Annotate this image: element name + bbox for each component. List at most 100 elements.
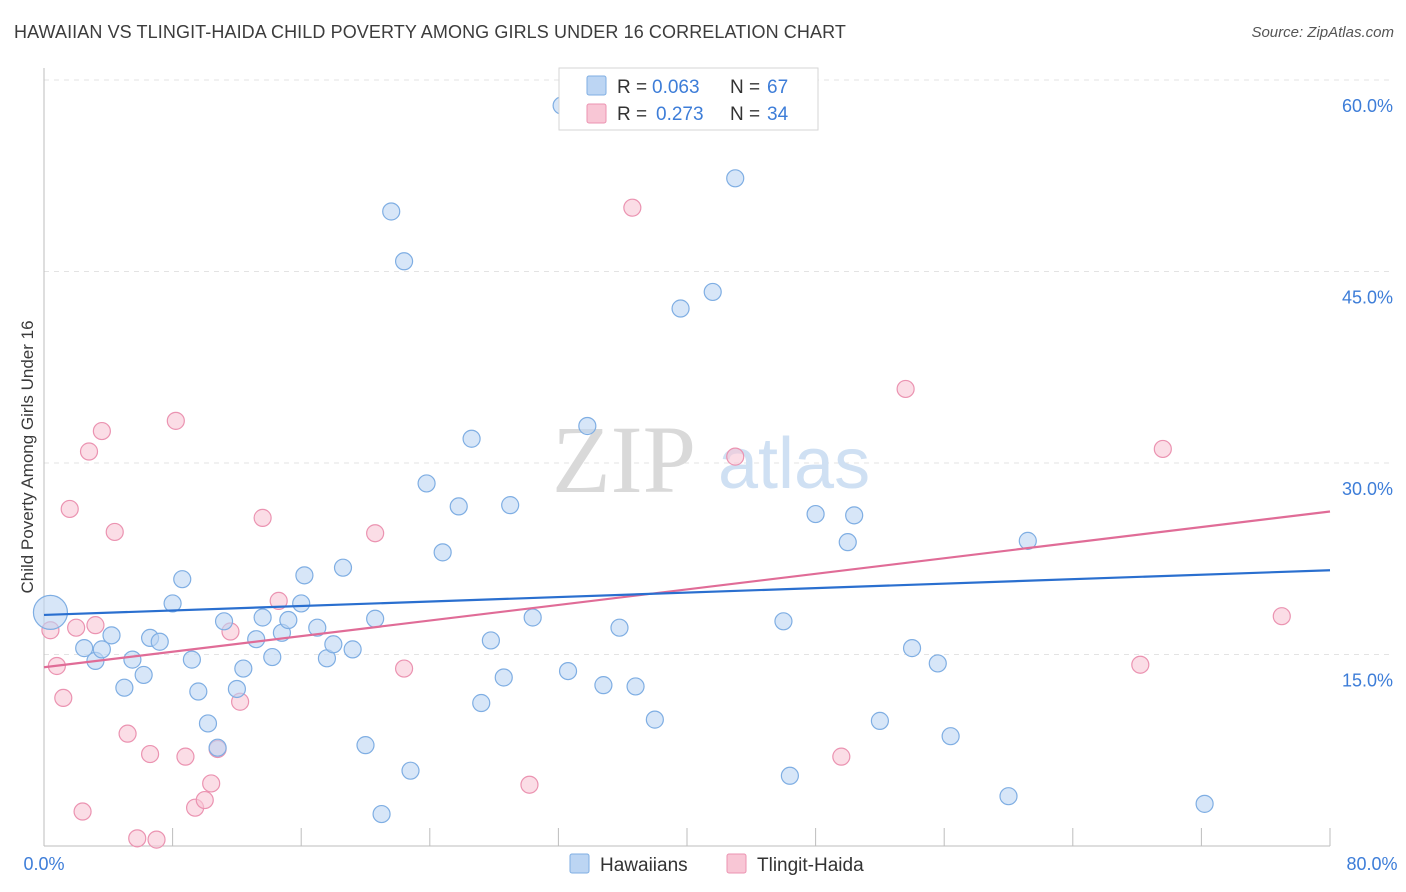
hawaiians-point — [494, 668, 513, 687]
tlingit-haida-point — [67, 618, 86, 637]
legend-n-label-tlingit-haida: N = — [730, 104, 760, 125]
hawaiians-point — [343, 640, 362, 659]
hawaiians-point — [75, 639, 94, 658]
hawaiians-point — [941, 727, 960, 746]
tlingit-haida-point — [60, 499, 79, 519]
legend-r-label-hawaiians: R = — [617, 77, 647, 98]
hawaiians-point — [308, 618, 327, 637]
hawaiians-point — [214, 612, 234, 631]
legend-n-label-hawaiians: N = — [730, 77, 760, 98]
hawaiians-point — [523, 608, 542, 627]
hawaiians-point — [401, 761, 420, 780]
legend-n-value-hawaiians: 67 — [767, 77, 788, 98]
hawaiians-point — [247, 630, 266, 649]
tlingit-haida-point — [54, 688, 73, 708]
tlingit-haida-point — [253, 508, 272, 527]
tlingit-haida-point — [366, 524, 385, 543]
hawaiians-point — [234, 659, 253, 678]
tlingit-haida-point — [128, 829, 147, 848]
hawaiians-point — [356, 736, 375, 755]
hawaiians-point — [372, 804, 391, 824]
trend-lines — [43, 510, 1331, 669]
legend-r-value-hawaiians: 0.063 — [652, 77, 700, 98]
hawaiians-point — [845, 506, 864, 525]
legend-r-label-tlingit-haida: R = — [617, 104, 647, 125]
hawaiians-point — [501, 496, 520, 515]
source-label: Source: ZipAtlas.com — [1251, 24, 1394, 41]
watermark-zip: ZIP — [552, 406, 696, 513]
hawaiians-point — [928, 654, 947, 673]
y-tick-label: 30.0% — [1342, 479, 1393, 499]
y-tick-label: 15.0% — [1342, 671, 1393, 691]
hawaiians-point — [472, 693, 491, 713]
x-tick-label-max: 80.0% — [1346, 854, 1397, 874]
hawaiians-point — [645, 710, 664, 729]
hawaiians-point — [671, 299, 690, 318]
watermark-atlas: atlas — [718, 424, 870, 504]
series-legend: Hawaiians Tlingit-Haida — [569, 853, 864, 876]
x-tick-label-min: 0.0% — [23, 854, 64, 874]
hawaiians-point — [150, 632, 169, 651]
tlingit-haida-point — [73, 802, 92, 821]
hawaiians-point — [92, 640, 111, 659]
hawaiians-point — [999, 787, 1018, 806]
hawaiians-point — [102, 626, 121, 645]
y-tick-label: 60.0% — [1342, 96, 1393, 116]
tlingit-haida-point — [166, 411, 185, 430]
hawaiians-points — [32, 96, 1214, 824]
hawaiians-point — [134, 665, 153, 685]
tlingit-haida-point — [79, 442, 99, 461]
tlingit-haida-point — [176, 747, 195, 766]
chart-title: HAWAIIAN VS TLINGIT-HAIDA CHILD POVERTY … — [14, 22, 846, 42]
hawaiians-point — [173, 570, 192, 589]
hawaiians-point — [394, 252, 414, 271]
hawaiians-point — [333, 558, 353, 577]
tlingit-haida-point — [140, 744, 160, 764]
bottom-legend-label-tlingit-haida: Tlingit-Haida — [757, 855, 864, 876]
hawaiians-point — [838, 533, 857, 552]
hawaiians-point — [123, 650, 142, 669]
hawaiians-point — [366, 609, 385, 628]
hawaiians-point — [558, 661, 578, 681]
hawaiians-point — [32, 594, 69, 630]
hawaiians-point — [295, 566, 314, 585]
tlingit-haida-point — [520, 775, 539, 794]
tlingit-haida-point — [92, 421, 111, 441]
hawaiians-point — [902, 639, 922, 658]
hawaiians-point — [449, 497, 468, 516]
bottom-legend-label-hawaiians: Hawaiians — [600, 855, 688, 876]
y-tick-labels: 15.0% 30.0% 45.0% 60.0% — [1342, 96, 1393, 691]
hawaiians-point — [279, 610, 298, 630]
y-tick-label: 45.0% — [1342, 288, 1393, 308]
hawaiians-point — [626, 677, 645, 696]
hawaiians-point — [182, 650, 201, 669]
hawaiians-point — [703, 282, 722, 302]
bottom-legend-swatch-tlingit-haida — [726, 853, 747, 874]
tlingit-haida-point — [832, 747, 851, 766]
hawaiians-point — [780, 766, 799, 785]
tlingit-haida-point — [1131, 655, 1150, 674]
tlingit-haida-trend-line — [43, 510, 1331, 669]
hawaiians-point — [774, 612, 793, 631]
tlingit-haida-point — [269, 591, 288, 610]
hawaiians-point — [610, 618, 629, 637]
tlingit-haida-point — [1153, 439, 1172, 459]
tlingit-haida-point — [195, 790, 214, 810]
hawaiians-point — [594, 676, 613, 695]
hawaiians-point — [1195, 794, 1214, 813]
hawaiians-point — [382, 202, 401, 221]
tlingit-haida-point — [726, 447, 745, 466]
tlingit-haida-point — [394, 659, 414, 678]
hawaiians-point — [726, 169, 745, 188]
hawaiians-point — [578, 416, 597, 436]
tlingit-haida-point — [86, 616, 105, 635]
legend-swatch-hawaiians — [586, 75, 607, 96]
hawaiians-point — [253, 608, 272, 627]
hawaiians-point — [115, 678, 134, 697]
legend-n-value-tlingit-haida: 34 — [767, 104, 789, 125]
hawaiians-point — [263, 647, 282, 667]
correlation-legend: R = 0.063 N = 67 R = 0.273 N = 34 — [558, 67, 819, 131]
tlingit-haida-point — [202, 774, 221, 793]
x-ticks — [43, 828, 1331, 846]
